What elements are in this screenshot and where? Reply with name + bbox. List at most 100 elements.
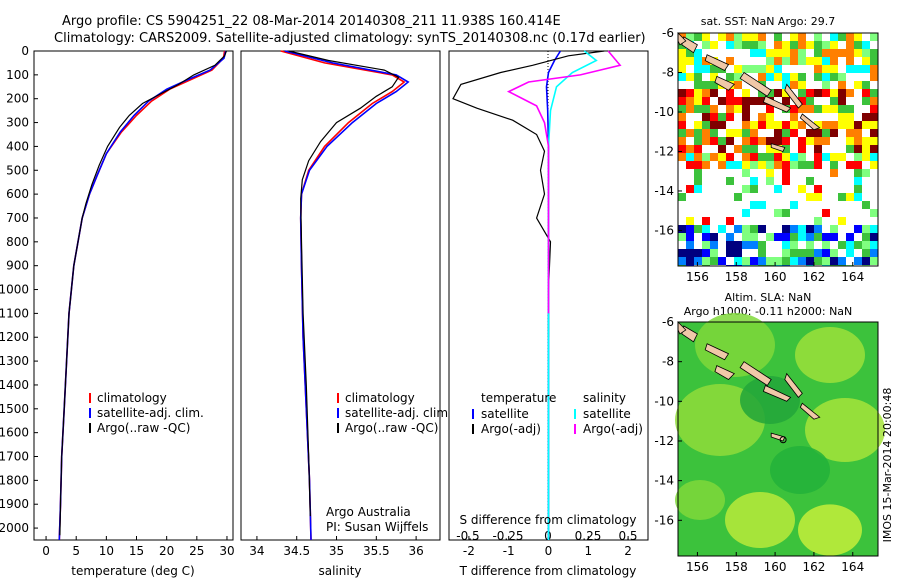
sst-cell [766,153,774,161]
sst-cell [862,49,870,57]
sst-cell [694,49,702,57]
sst-cell [798,89,806,97]
sst-cell [814,41,822,49]
sst-cell [798,81,806,89]
legend-title-salinity: salinity [583,391,626,405]
island [714,365,735,381]
sst-cell [694,81,702,89]
sst-cell [678,145,686,153]
sst-cell [750,177,758,185]
sst-cell [782,169,790,177]
sst-cell [822,129,830,137]
sst-cell [846,49,854,57]
island [704,54,730,72]
sst-cell [742,105,750,113]
series-line-2 [288,50,400,517]
sst-cell [798,145,806,153]
sst-cell [750,97,758,105]
sst-cell [830,121,838,129]
x2-tick-label: 0.5 [618,529,637,543]
sst-cell [806,241,814,249]
sst-cell [726,153,734,161]
sst-cell [766,161,774,169]
header-line1: Argo profile: CS 5904251_22 08-Mar-2014 … [62,14,561,29]
sst-cell [814,89,822,97]
sst-cell [846,89,854,97]
sst-cell [870,225,878,233]
sst-cell [686,97,694,105]
sst-cell [838,33,846,41]
sst-cell [710,81,718,89]
sla-blob [798,504,862,556]
sst-cell [686,89,694,97]
sst-cell [718,153,726,161]
sst-cell [694,65,702,73]
sst-cell [758,113,766,121]
sst-cell [726,105,734,113]
sla-map-tick-labels: 156 158 160 162 164 -6 -8 -10 -12 -14 -16 [654,315,864,574]
sst-cell [790,225,798,233]
sst-cell [814,129,822,137]
x2-tick-label: -0.25 [492,529,523,543]
sst-cell [678,113,686,121]
sla-heatmap-field [675,313,885,556]
sst-cell [678,121,686,129]
sst-cell [862,225,870,233]
sst-cell [702,137,710,145]
y-tick-label: 1800 [0,473,29,487]
sst-cell [838,105,846,113]
sst-cell [854,257,862,265]
sst-cell [750,201,758,209]
sst-cell [830,89,838,97]
sst-map-panel: sat. SST: NaN Argo: 29.7 156 158 160 162 164… [654,15,879,284]
sst-cell [710,137,718,145]
map-y-tick-label: -14 [654,184,674,198]
salinity-axes-frame [240,50,441,541]
sst-cell [678,129,686,137]
sst-cell [846,193,854,201]
sst-cell [862,81,870,89]
x-tick-label: 0 [545,544,553,558]
sst-cell [694,129,702,137]
sst-cell [798,257,806,265]
sst-cell [782,129,790,137]
sst-cell [734,73,742,81]
sst-cell [846,41,854,49]
sst-cell [790,241,798,249]
sst-cell [870,209,878,217]
sst-cell [862,257,870,265]
s-diff-label: S difference from climatology [460,513,637,527]
sst-cell [750,233,758,241]
sst-cell [726,33,734,41]
sst-cell [830,129,838,137]
salinity-series [280,50,410,541]
sst-cell [750,185,758,193]
sst-cell [694,153,702,161]
sst-cell [694,89,702,97]
sst-cell [798,97,806,105]
sst-cell [814,185,822,193]
sst-cell [782,97,790,105]
sst-cell [798,105,806,113]
x-tick-label: 34.5 [283,544,310,558]
sst-cell [862,89,870,97]
sst-cell [782,49,790,57]
sst-cell [822,121,830,129]
sst-cell [742,97,750,105]
map-x-tick-label: 156 [686,560,709,574]
sst-cell [782,41,790,49]
sst-cell [758,153,766,161]
sst-cell [678,73,686,81]
y-tick-label: 2000 [0,521,29,535]
y-tick-label: 400 [6,139,29,153]
sst-cell [678,89,686,97]
sst-cell [702,41,710,49]
sst-cell [686,241,694,249]
sst-cell [686,217,694,225]
sst-cell [854,153,862,161]
sst-cell [726,89,734,97]
sst-cell [694,257,702,265]
sst-cell [862,241,870,249]
sst-cell [678,225,686,233]
